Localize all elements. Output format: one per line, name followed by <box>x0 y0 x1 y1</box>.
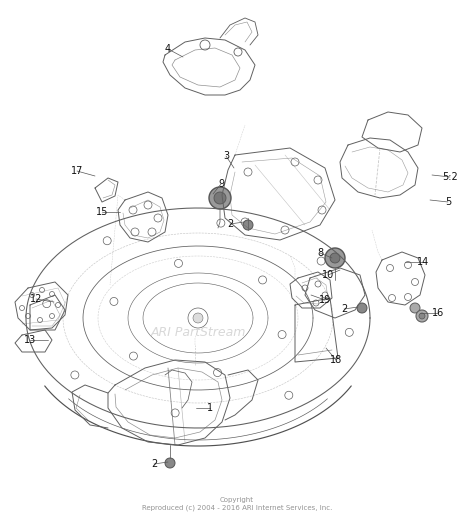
Text: 4: 4 <box>165 44 171 54</box>
Circle shape <box>209 187 231 209</box>
Text: 5: 5 <box>445 197 451 207</box>
Text: 2: 2 <box>151 459 157 469</box>
Circle shape <box>419 313 425 319</box>
Text: Copyright
Reproduced (c) 2004 - 2016 ARI Internet Services, Inc.: Copyright Reproduced (c) 2004 - 2016 ARI… <box>142 497 332 511</box>
Circle shape <box>165 458 175 468</box>
Text: 12: 12 <box>30 294 42 304</box>
Circle shape <box>416 310 428 322</box>
Text: 17: 17 <box>71 166 83 176</box>
Text: 19: 19 <box>319 295 331 305</box>
Text: 8: 8 <box>317 248 323 258</box>
Circle shape <box>325 248 345 268</box>
Text: 16: 16 <box>432 308 444 318</box>
Circle shape <box>357 303 367 313</box>
Text: 3: 3 <box>223 151 229 161</box>
Text: 2: 2 <box>227 219 233 229</box>
Circle shape <box>410 303 420 313</box>
Text: 1: 1 <box>207 403 213 413</box>
Circle shape <box>330 253 340 263</box>
Text: 14: 14 <box>417 257 429 267</box>
Text: 10: 10 <box>322 270 334 280</box>
Text: 9: 9 <box>218 179 224 189</box>
Circle shape <box>243 220 253 230</box>
Text: 13: 13 <box>24 335 36 345</box>
Text: 2: 2 <box>341 304 347 314</box>
Circle shape <box>214 192 226 204</box>
Text: 18: 18 <box>330 355 342 365</box>
Text: ARI PartStream: ARI PartStream <box>150 326 246 339</box>
Text: 5:2: 5:2 <box>442 172 458 182</box>
Circle shape <box>193 313 203 323</box>
Text: 15: 15 <box>96 207 108 217</box>
